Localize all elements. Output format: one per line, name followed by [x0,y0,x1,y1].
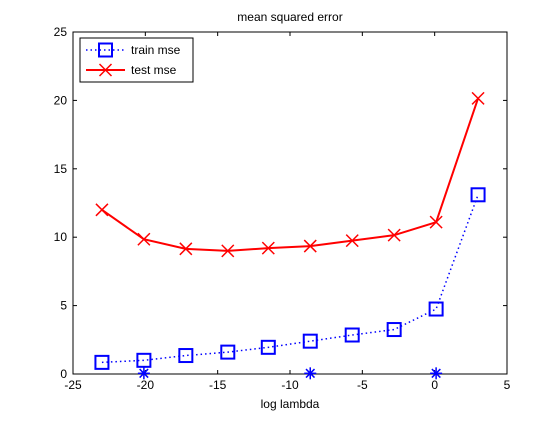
x-tick-label: -20 [137,378,155,392]
point-train-mse [260,339,276,355]
point-test-mse-stroke [95,203,109,217]
point-train-mse [94,354,110,370]
x-tick-label: -10 [281,378,299,392]
y-tick-label: 0 [60,367,67,381]
x-tick-label: 5 [504,378,511,392]
point-train-mse [178,348,194,364]
y-tick-label: 5 [60,299,67,313]
legend-label-test-mse: test mse [131,63,177,77]
asterisk-point [304,367,317,380]
axis-ticks: -25 -20 -15 -10 -5 0 5 0 5 10 15 20 25 [54,25,511,392]
point-test-mse-stroke [221,244,235,258]
legend-marker-test-mse [98,63,113,77]
point-test-mse-stroke [303,239,317,253]
legend-entry-train-mse: train mse [86,42,181,58]
series-line-train-mse [101,194,479,364]
chart-title: mean squared error [237,10,342,24]
legend-label-train-mse: train mse [131,43,181,57]
point-test-mse-stroke [137,232,151,246]
point-train-mse [470,187,486,203]
series-line-test-mse [101,98,480,252]
asterisk-point-stroke [139,368,149,379]
y-tick-label: 20 [54,93,68,107]
extra-points-layer [137,367,443,380]
point-test-mse [261,241,275,255]
point-train-mse [344,327,360,343]
point-test-mse-stroke [387,228,401,242]
point-test-mse-stroke [471,91,485,105]
point-test-mse [179,242,193,256]
asterisk-point-stroke [305,368,316,379]
point-test-mse [137,232,151,246]
x-axis-label: log lambda [261,397,320,411]
y-tick-label: 15 [54,162,68,176]
point-test-mse [95,203,109,217]
point-test-mse [429,215,443,229]
asterisk-point-stroke [431,368,441,379]
point-test-mse [471,91,485,105]
point-test-mse-stroke [261,241,275,255]
x-tick-label: -15 [209,378,227,392]
point-test-mse [387,228,401,242]
legend-entries: train mse test mse [86,42,181,77]
x-tick-label: -25 [64,378,82,392]
point-test-mse [303,239,317,253]
asterisk-point [137,367,150,380]
legend-entry-test-mse: test mse [86,63,177,77]
legend-marker-train-mse [98,42,113,58]
asterisk-point [430,367,443,380]
point-test-mse-stroke [179,242,193,256]
plot-area [72,31,508,375]
x-tick-label: -5 [357,378,368,392]
point-train-mse [136,352,152,368]
point-train-mse [428,301,444,317]
y-tick-label: 10 [54,230,68,244]
point-train-mse [220,344,236,360]
y-tick-label: 25 [54,25,68,39]
legend-marker-test-mse-stroke [98,63,113,77]
point-test-mse [345,234,359,248]
point-test-mse [221,244,235,258]
point-train-mse [386,322,402,338]
series-test-mse [95,91,485,258]
legend: train mse test mse [79,37,194,83]
series-layer [94,91,486,370]
point-test-mse-stroke [429,215,443,229]
point-test-mse-stroke [345,234,359,248]
series-train-mse [94,187,486,370]
point-train-mse [302,333,318,349]
x-tick-label: 0 [431,378,438,392]
